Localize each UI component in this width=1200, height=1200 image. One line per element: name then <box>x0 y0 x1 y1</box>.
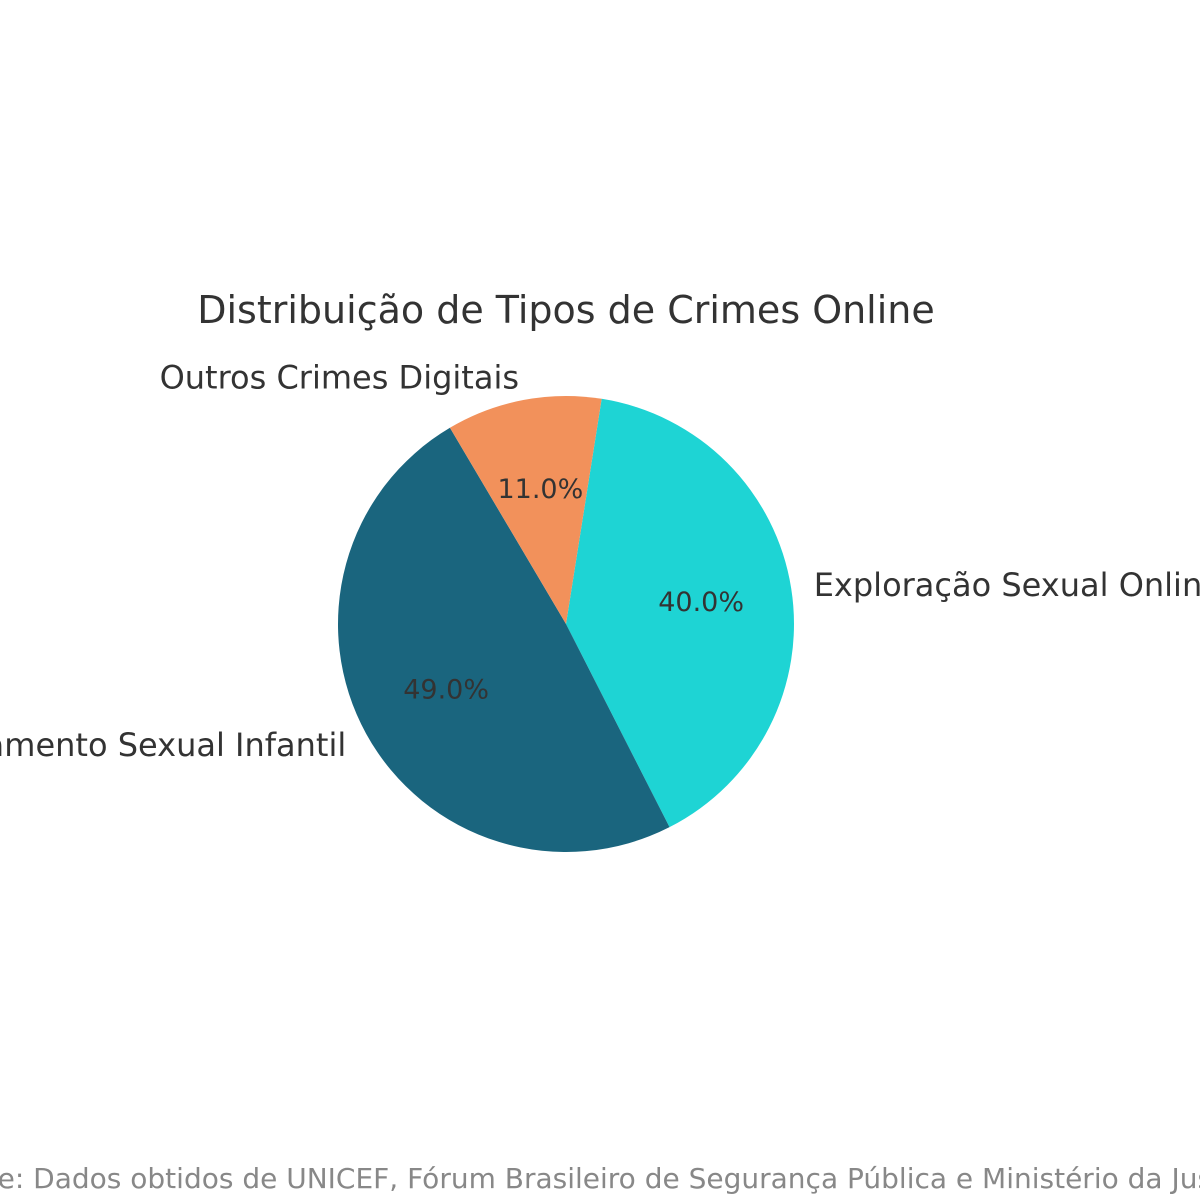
slice-label-outros-crimes-digitais: Outros Crimes Digitais <box>160 359 519 397</box>
pie-slice-outros-crimes-digitais <box>449 396 602 624</box>
pie-slice-exploracao-sexual-online <box>566 398 794 828</box>
slice-label-exploracao-sexual-online: Exploração Sexual Online <box>814 566 1200 604</box>
slice-label-aliciamento-sexual-infantil: Aliciamento Sexual Infantil <box>0 726 346 764</box>
pct-label-aliciamento-sexual-infantil: 49.0% <box>403 674 489 705</box>
source-note: Fonte: Dados obtidos de UNICEF, Fórum Br… <box>0 1162 1200 1195</box>
slice-labels: Exploração Sexual Online Aliciamento Sexu… <box>0 359 1200 764</box>
chart-title: Distribuição de Tipos de Crimes Online <box>197 288 935 332</box>
percentage-labels: 40.0% 49.0% 11.0% <box>403 474 744 705</box>
pct-label-exploracao-sexual-online: 40.0% <box>658 587 744 618</box>
pie-slice-aliciamento-sexual-infantil <box>338 427 670 852</box>
pct-label-outros-crimes-digitais: 11.0% <box>497 474 583 505</box>
pie-slices <box>338 396 794 852</box>
